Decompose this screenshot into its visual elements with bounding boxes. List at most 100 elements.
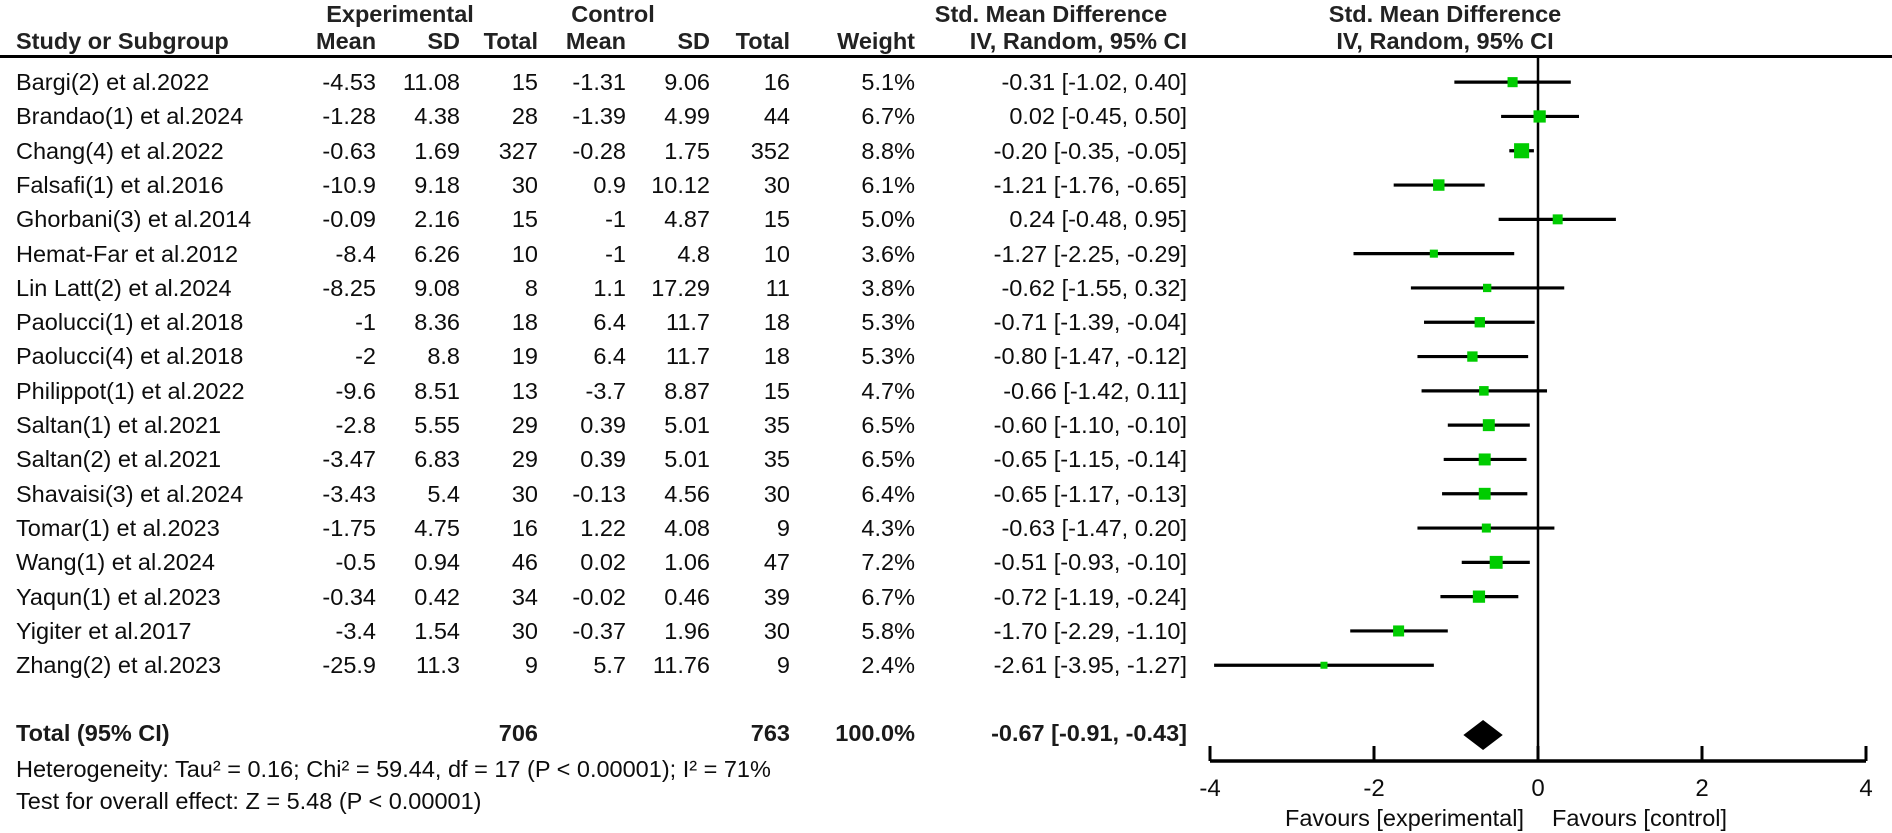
cell-ctl_n: 35 (763, 446, 790, 473)
cell-exp_n: 29 (511, 412, 538, 438)
table-row: Saltan(1) et al.2021 -2.8 5.55 29 0.39 5.01 35… (16, 408, 1187, 442)
cell-exp_mean: -2.8 (335, 412, 377, 438)
table-row: Yigiter et al.2017 -3.4 1.54 30 -0.37 1.96 30 5… (16, 614, 1187, 648)
cell-ctl_n: 10 (763, 240, 790, 267)
cell-weight: 6.4% (861, 480, 915, 507)
table-row: Zhang(2) et al.2023 -25.9 11.3 9 5.7 11.76 9 2.… (16, 648, 1187, 682)
cell-weight: 8.8% (861, 137, 915, 164)
cell-exp_mean: -2 (355, 343, 376, 370)
cell-exp_mean: -25.9 (322, 652, 376, 679)
cell-exp_n: 30 (511, 480, 538, 507)
cell-exp_mean: -1.75 (322, 514, 376, 541)
cell-name: Bargi(2) et al.2022 (16, 69, 210, 95)
cell-exp_sd: 4.38 (414, 103, 460, 130)
cell-ctl_sd: 10.12 (651, 171, 710, 198)
heterogeneity-note: Heterogeneity: Tau² = 0.16; Chi² = 59.44… (16, 756, 771, 782)
cell-ctl_sd: 5.01 (664, 412, 710, 438)
overall-effect-note: Test for overall effect: Z = 5.48 (P < 0… (16, 788, 482, 814)
cell-name: Zhang(2) et al.2023 (16, 652, 222, 679)
cell-ctl_mean: 0.02 (580, 549, 626, 576)
cell-ci: -0.62 [-1.55, 0.32] (1001, 274, 1187, 301)
cell-weight: 3.6% (861, 240, 915, 267)
table-row: Bargi(2) et al.2022 -4.53 11.08 15 -1.31 9.06… (16, 65, 1187, 99)
cell-ctl_mean: -0.02 (572, 583, 626, 610)
cell-ci: -1.70 [-2.29, -1.10] (993, 617, 1187, 644)
cell-ctl_sd: 4.56 (664, 480, 710, 507)
cell-ctl_sd: 1.06 (664, 549, 710, 576)
total-blank (316, 716, 376, 750)
cell-exp_mean: -0.09 (322, 206, 376, 233)
cell-ci: -0.63 [-1.47, 0.20] (1001, 514, 1187, 541)
plot-method-header: IV, Random, 95% CI (1336, 28, 1554, 54)
table-row: Tomar(1) et al.2023 -1.75 4.75 16 1.22 4.08 9 4… (16, 511, 1187, 545)
cell-ctl_sd: 11.76 (652, 652, 710, 679)
control-group-header: Control (571, 1, 655, 27)
cell-ctl_n: 18 (763, 343, 790, 370)
cell-ctl_sd: 5.01 (664, 446, 710, 473)
cell-ci: -0.51 [-0.93, -0.10] (993, 549, 1187, 576)
cell-exp_mean: -8.4 (335, 240, 377, 267)
cell-exp_sd: 8.36 (414, 309, 460, 336)
cell-ctl_n: 15 (763, 377, 790, 404)
cell-ctl_n: 9 (776, 514, 790, 541)
cell-ci: -0.60 [-1.10, -0.10] (993, 412, 1187, 438)
cell-weight: 5.0% (861, 206, 915, 233)
col-header-mean-ctl: Mean (565, 28, 626, 54)
cell-weight: 6.1% (861, 171, 915, 198)
cell-exp_mean: -0.63 (322, 137, 376, 164)
cell-ctl_sd: 11.7 (666, 343, 710, 370)
cell-ctl_mean: 0.39 (580, 412, 626, 438)
smd-column-group-header: Std. Mean Difference (934, 1, 1168, 27)
cell-ctl_mean: -0.28 (572, 137, 626, 164)
total-weight: 100.0% (835, 720, 915, 746)
cell-ctl_mean: -3.7 (585, 377, 627, 404)
cell-exp_sd: 11.3 (416, 652, 460, 679)
cell-ctl_sd: 17.29 (651, 274, 710, 301)
cell-exp_sd: 5.55 (414, 412, 460, 438)
cell-ctl_n: 11 (765, 274, 790, 301)
cell-ctl_sd: 4.87 (664, 206, 710, 233)
cell-exp_mean: -0.34 (322, 583, 376, 610)
cell-ci: 0.24 [-0.48, 0.95] (1009, 206, 1187, 233)
total-blank (626, 716, 710, 750)
cell-exp_mean: -3.43 (322, 480, 376, 507)
cell-ctl_n: 9 (776, 652, 790, 679)
cell-ctl_mean: -1 (605, 206, 626, 233)
cell-exp_sd: 8.51 (414, 377, 460, 404)
table-row: Chang(4) et al.2022 -0.63 1.69 327 -0.28 1.75… (16, 134, 1187, 168)
table-row: Brandao(1) et al.2024 -1.28 4.38 28 -1.39 4.9… (16, 99, 1187, 133)
cell-ctl_n: 18 (763, 309, 790, 336)
col-header-study: Study or Subgroup (16, 28, 229, 54)
cell-ci: -0.20 [-0.35, -0.05] (993, 137, 1187, 164)
cell-ci: -2.61 [-3.95, -1.27] (993, 652, 1187, 679)
column-header-row: Study or Subgroup Mean SD Total Mean SD … (16, 27, 1187, 55)
total-ctl-n: 763 (750, 720, 790, 746)
cell-exp_sd: 6.26 (414, 240, 460, 267)
cell-ci: -0.80 [-1.47, -0.12] (993, 343, 1187, 370)
cell-exp_n: 30 (511, 617, 538, 644)
cell-exp_sd: 1.54 (414, 617, 460, 644)
cell-ctl_mean: -0.13 (572, 480, 626, 507)
cell-weight: 5.1% (861, 69, 915, 95)
cell-weight: 3.8% (861, 274, 915, 301)
cell-exp_n: 18 (511, 309, 538, 336)
cell-ctl_sd: 1.96 (664, 617, 710, 644)
cell-weight: 5.8% (861, 617, 915, 644)
cell-ctl_n: 35 (763, 412, 790, 438)
cell-ci: -0.72 [-1.19, -0.24] (993, 583, 1187, 610)
table-row: Hemat-Far et al.2012 -8.4 6.26 10 -1 4.8 10 3.6… (16, 237, 1187, 271)
smd-plot-group-header: Std. Mean Difference (1328, 1, 1562, 27)
col-header-total-exp: Total (483, 28, 538, 54)
col-header-iv-ci: IV, Random, 95% CI (969, 28, 1187, 54)
cell-weight: 5.3% (861, 309, 915, 336)
total-label: Total (95% CI) (16, 720, 170, 746)
cell-exp_sd: 0.42 (414, 583, 460, 610)
cell-ctl_n: 39 (763, 583, 790, 610)
cell-ctl_sd: 4.99 (664, 103, 710, 130)
cell-ctl_sd: 4.8 (677, 240, 710, 267)
cell-weight: 6.7% (861, 103, 915, 130)
cell-exp_n: 30 (511, 171, 538, 198)
cell-exp_mean: -1.28 (322, 103, 376, 130)
cell-name: Falsafi(1) et al.2016 (16, 171, 224, 198)
table-row: Saltan(2) et al.2021 -3.47 6.83 29 0.39 5.01 3… (16, 442, 1187, 476)
